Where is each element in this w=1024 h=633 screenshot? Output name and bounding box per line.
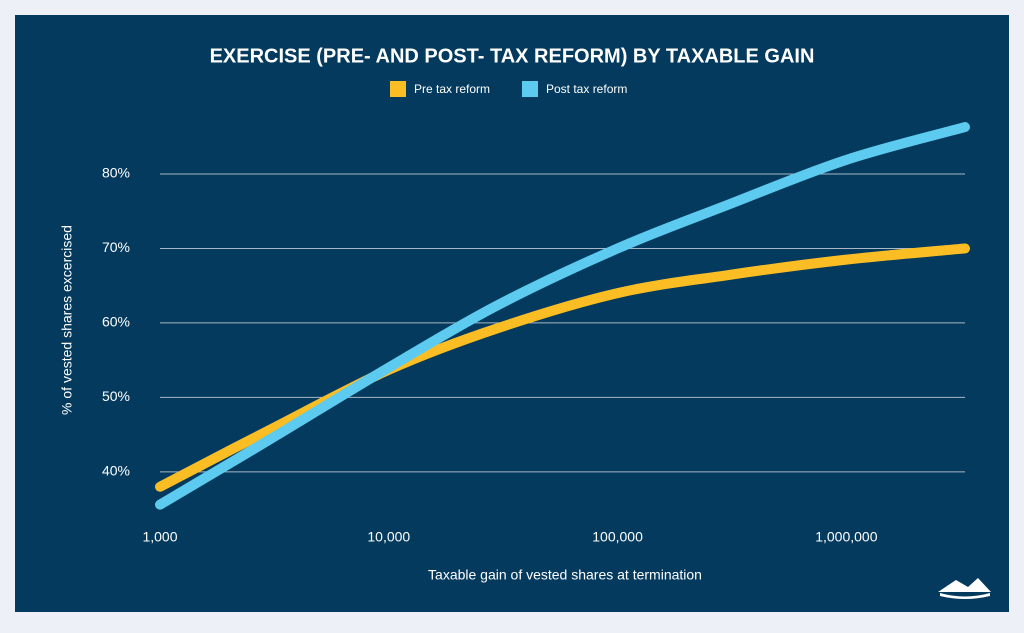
y-tick-label: 50% [102,388,130,404]
chart-title: EXERCISE (PRE- AND POST- TAX REFORM) BY … [210,45,815,67]
y-tick-label: 80% [102,165,130,181]
logo [938,578,991,599]
y-tick-label: 70% [102,239,130,255]
legend-swatch [390,81,406,97]
legend-swatch [522,81,538,97]
x-axis-label: Taxable gain of vested shares at termina… [428,567,702,583]
x-tick-label: 1,000 [142,529,177,545]
series-line [155,122,970,510]
legend-label: Pre tax reform [414,82,490,96]
x-tick-label: 10,000 [367,529,410,545]
chart-panel [15,15,1009,612]
legend-label: Post tax reform [546,82,627,96]
y-tick-label: 40% [102,463,130,479]
x-tick-label: 1,000,000 [815,529,877,545]
y-tick-label: 60% [102,314,130,330]
y-axis-label: % of vested shares excercised [59,225,75,415]
series-line [155,243,970,492]
x-tick-label: 100,000 [592,529,643,545]
